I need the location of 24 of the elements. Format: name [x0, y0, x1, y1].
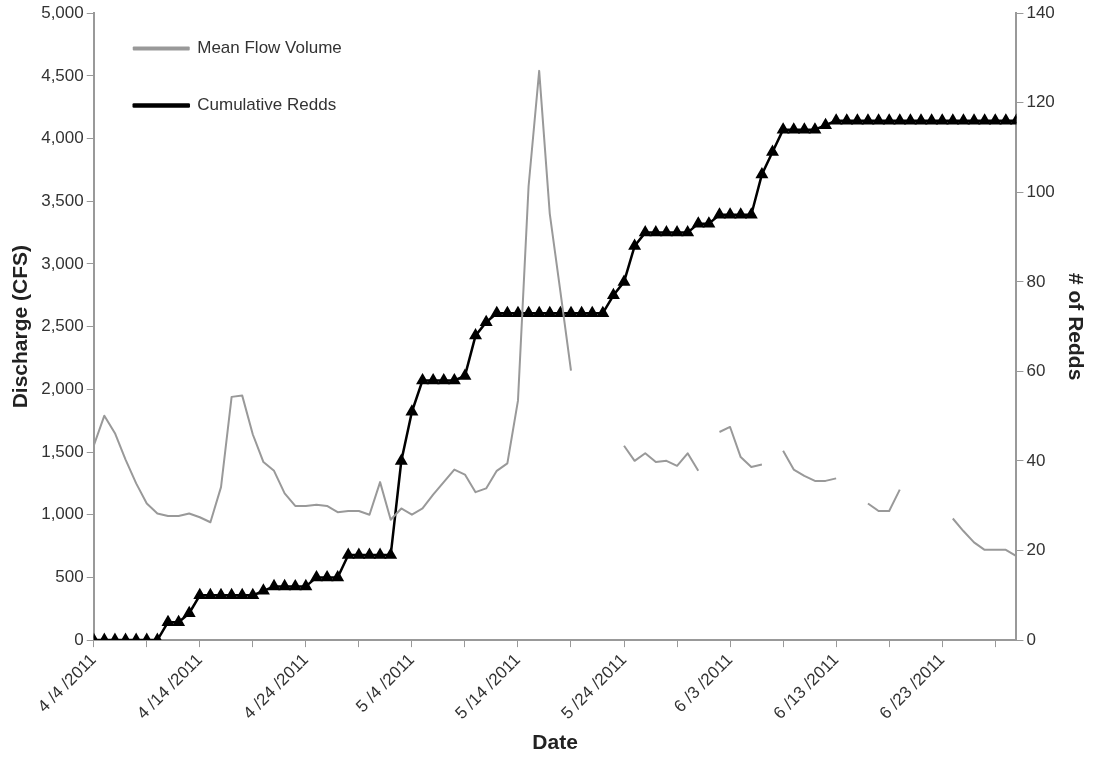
y2-tick-label: 120: [1026, 92, 1055, 112]
y-tick-label: 4,000: [41, 128, 84, 148]
y-tick-label: 5,000: [41, 2, 84, 22]
y2-tick-label: 60: [1026, 361, 1046, 381]
y-tick-label: 2,000: [41, 379, 84, 399]
y-tick-label: 0: [74, 629, 84, 649]
y2-tick-label: 80: [1026, 271, 1046, 291]
y-tick-label: 3,000: [41, 253, 84, 273]
y-tick-label: 1,500: [41, 441, 84, 461]
y-axis-title: Discharge (CFS): [8, 244, 32, 409]
y-tick-label: 500: [55, 567, 84, 587]
y2-axis-title: # of Redds: [1064, 272, 1088, 381]
legend-label: Mean Flow Volume: [197, 38, 342, 58]
y-tick-label: 3,500: [41, 190, 84, 210]
y-tick-label: 4,500: [41, 65, 84, 85]
y2-tick-label: 40: [1026, 450, 1046, 470]
y2-tick-label: 100: [1026, 182, 1055, 201]
y-tick-label: 1,000: [41, 504, 84, 524]
y2-tick-label: 0: [1026, 629, 1036, 649]
x-axis-title: Date: [532, 730, 578, 754]
y-tick-label: 2,500: [41, 316, 84, 336]
y2-tick-label: 20: [1026, 540, 1046, 560]
legend-label: Cumulative Redds: [197, 95, 337, 115]
y2-tick-label: 140: [1026, 2, 1055, 22]
